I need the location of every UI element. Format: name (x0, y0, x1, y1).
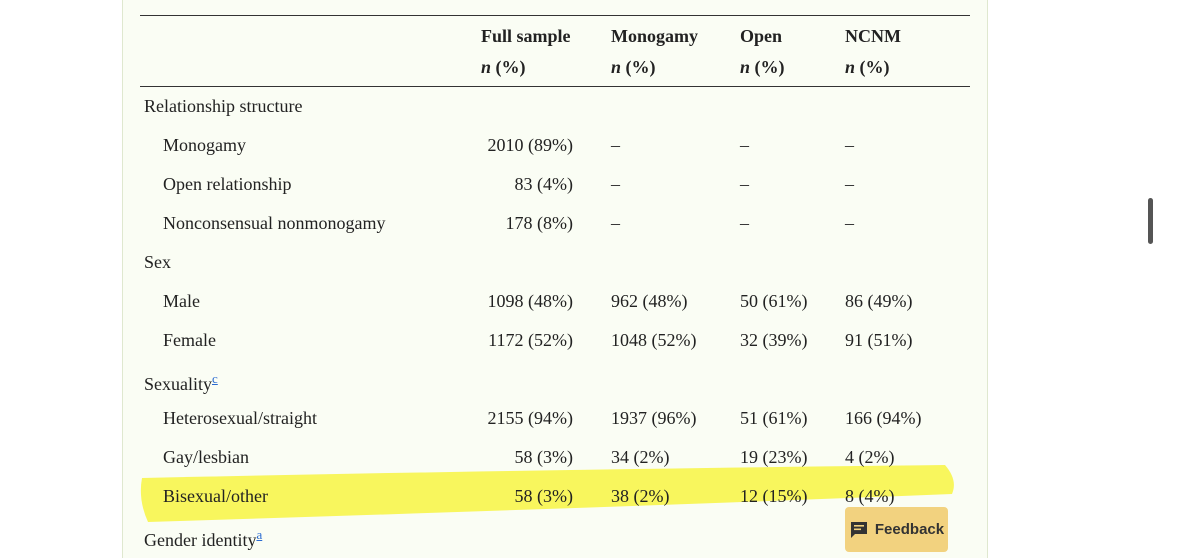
section-title: Sexualityc (144, 371, 218, 394)
scrollbar (1148, 198, 1153, 244)
cell: – (611, 174, 620, 194)
cell: 38 (2%) (611, 486, 670, 506)
cell: – (740, 135, 749, 155)
column-unit: n (%) (845, 56, 890, 78)
cell: 86 (49%) (845, 291, 913, 311)
cell: 1098 (48%) (487, 291, 573, 311)
cell: 34 (2%) (611, 447, 670, 467)
cell: 12 (15%) (740, 486, 808, 506)
unit-symbol: n (740, 57, 751, 77)
cell: 58 (3%) (514, 447, 573, 467)
column-header: Monogamy (611, 26, 698, 46)
row-label: Bisexual/other (163, 486, 268, 506)
unit-symbol: n (481, 57, 492, 77)
section-title: Gender identitya (144, 527, 263, 550)
table-panel (122, 0, 988, 558)
feedback-icon (850, 521, 867, 538)
footnote-link[interactable]: c (212, 371, 218, 386)
cell: 1937 (96%) (611, 408, 697, 428)
cell: 2155 (94%) (487, 408, 573, 428)
footnote-link[interactable]: a (256, 527, 263, 542)
top-rule (140, 15, 970, 16)
row-label: Male (163, 291, 200, 311)
header-rule (140, 86, 970, 87)
unit: (%) (621, 57, 656, 77)
row-label: Monogamy (163, 135, 246, 155)
cell: 166 (94%) (845, 408, 922, 428)
cell: – (611, 135, 620, 155)
unit: (%) (750, 57, 785, 77)
unit: (%) (491, 57, 526, 77)
cell: – (845, 213, 854, 233)
cell: 1048 (52%) (611, 330, 697, 350)
unit-symbol: n (845, 57, 856, 77)
feedback-button[interactable]: Feedback (845, 507, 948, 552)
column-unit: n (%) (740, 56, 785, 78)
row-label: Heterosexual/straight (163, 408, 317, 428)
cell: – (845, 174, 854, 194)
row-label: Open relationship (163, 174, 292, 194)
cell: 32 (39%) (740, 330, 808, 350)
cell: – (740, 213, 749, 233)
row-label: Female (163, 330, 216, 350)
cell: 962 (48%) (611, 291, 688, 311)
cell: – (611, 213, 620, 233)
column-header: Open (740, 26, 783, 46)
cell: 19 (23%) (740, 447, 808, 467)
cell: 91 (51%) (845, 330, 913, 350)
feedback-label[interactable]: Feedback (874, 521, 945, 538)
column-unit: n (%) (481, 56, 526, 78)
column-unit: n (%) (611, 56, 656, 78)
cell: 2010 (89%) (487, 135, 573, 155)
cell: 51 (61%) (740, 408, 808, 428)
row-label: Nonconsensual nonmonogamy (163, 213, 386, 233)
cell: 1172 (52%) (488, 330, 573, 350)
section-title: Relationship structure (144, 96, 303, 116)
row-label: Gay/lesbian (163, 447, 249, 467)
cell: 58 (3%) (514, 486, 573, 506)
cell: – (845, 135, 854, 155)
cell: 4 (2%) (845, 447, 895, 467)
section-title: Sex (144, 252, 171, 272)
column-header: NCNM (845, 26, 901, 46)
column-header: Full sample (481, 26, 571, 46)
unit-symbol: n (611, 57, 622, 77)
cell: – (740, 174, 749, 194)
cell: 8 (4%) (845, 486, 895, 506)
highlight (140, 465, 954, 522)
cell: 178 (8%) (505, 213, 573, 233)
cell: 83 (4%) (514, 174, 573, 194)
cell: 50 (61%) (740, 291, 808, 311)
unit: (%) (855, 57, 890, 77)
